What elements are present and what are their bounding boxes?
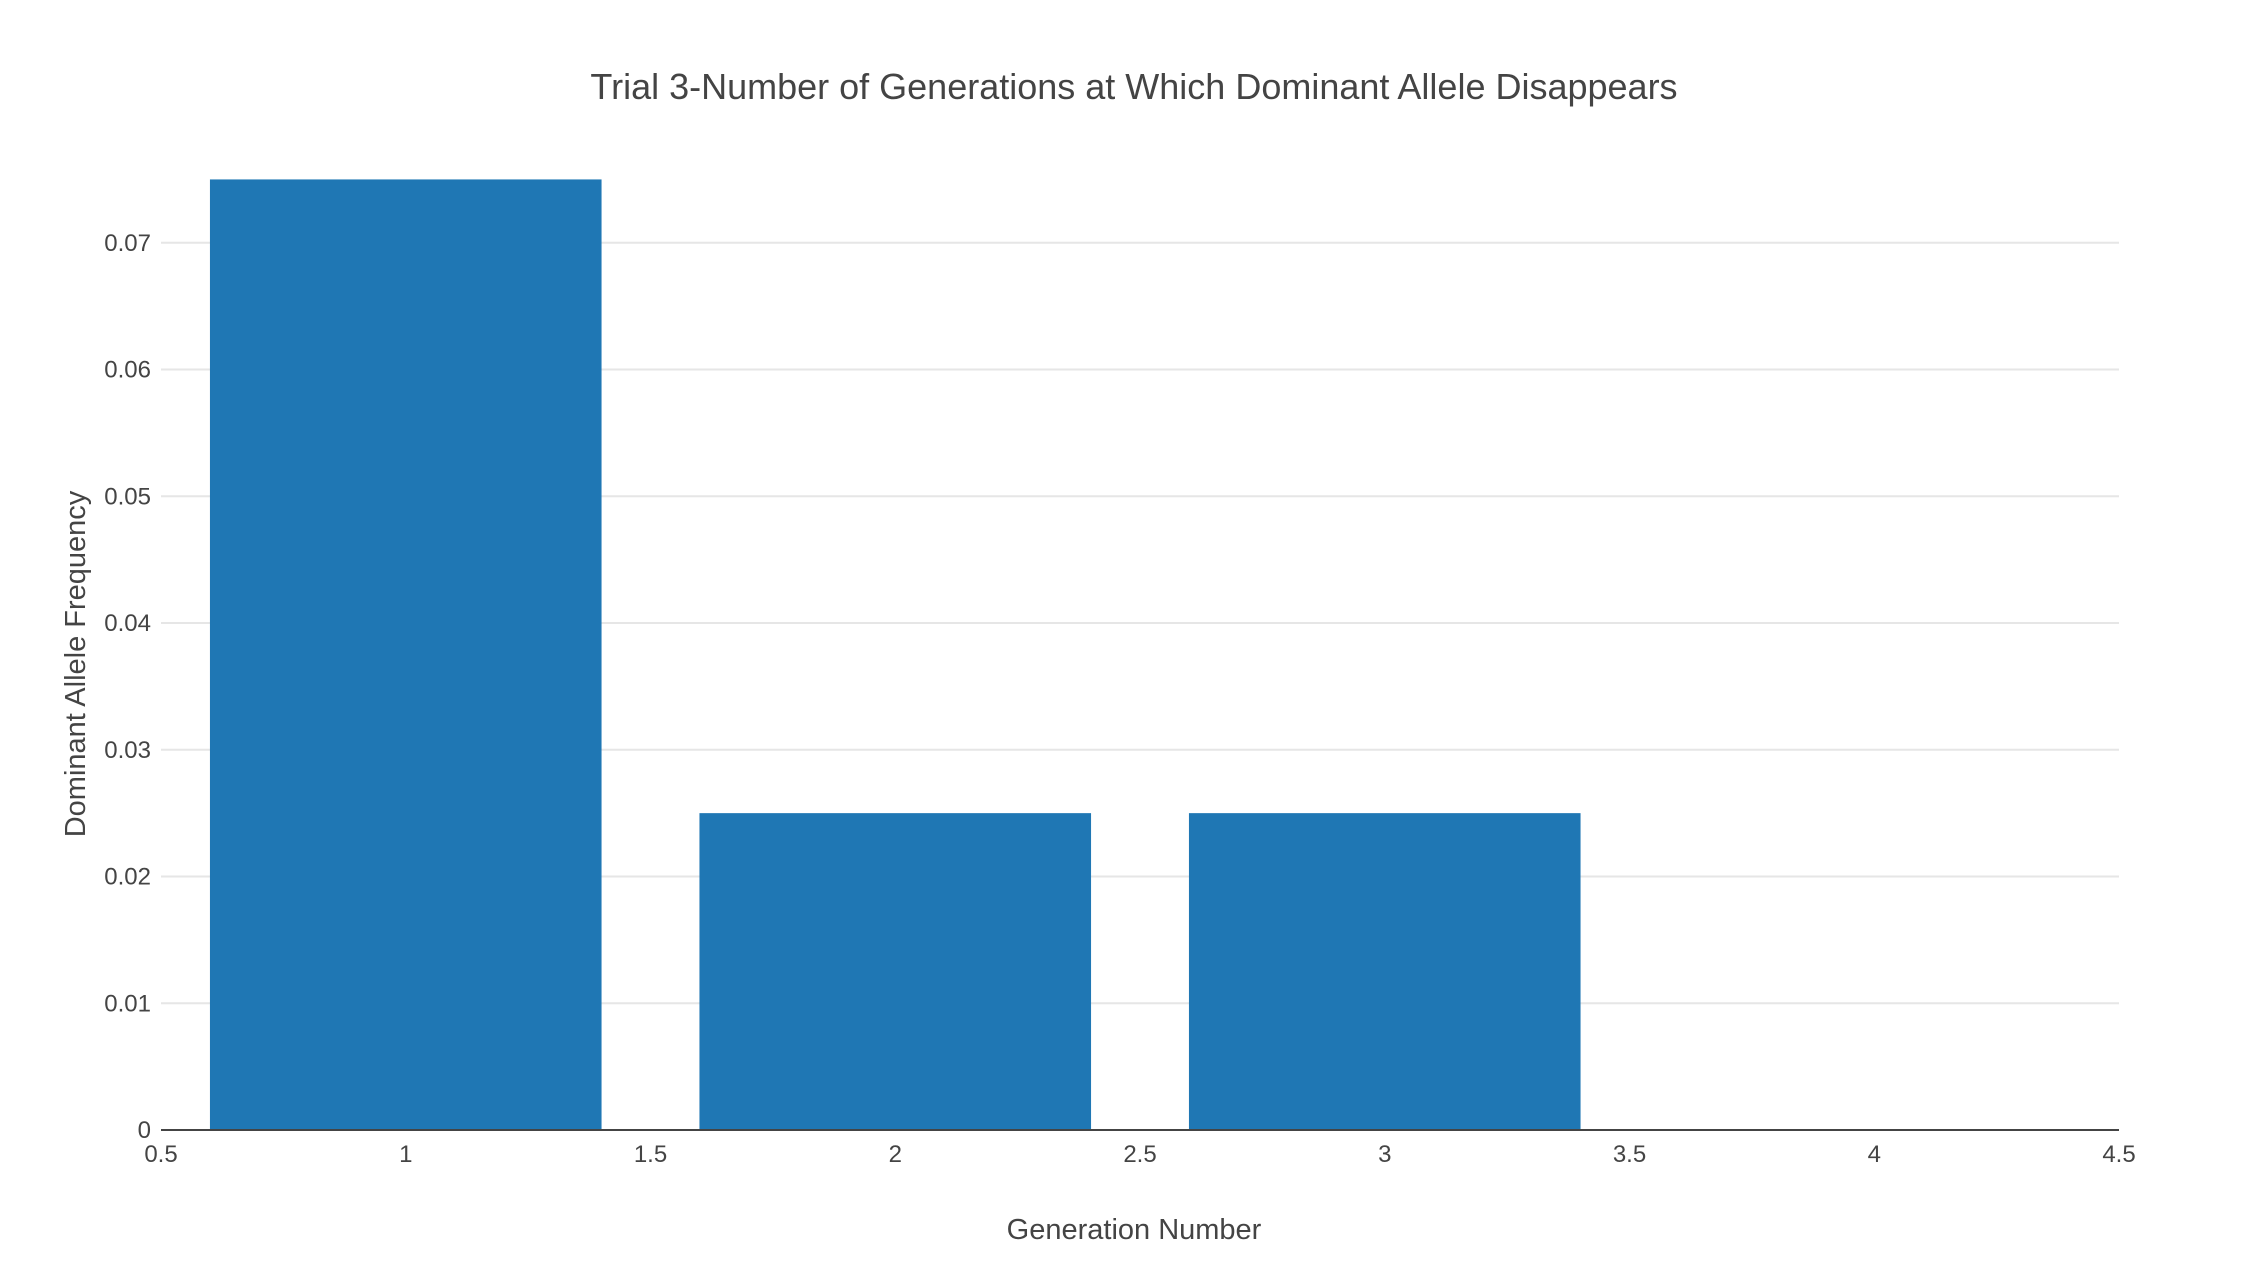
x-tick-label: 2.5 [1123, 1141, 1156, 1168]
x-tick-label: 0.5 [144, 1141, 177, 1168]
x-tick-label: 1.5 [634, 1141, 667, 1168]
x-tick-label: 2 [889, 1141, 902, 1168]
bars [209, 179, 1581, 1130]
y-tick-label: 0 [138, 1117, 151, 1144]
chart-title: Trial 3-Number of Generations at Which D… [590, 66, 1677, 107]
x-axis-title: Generation Number [1007, 1214, 1262, 1246]
x-tick-label: 3.5 [1613, 1141, 1646, 1168]
y-tick-label: 0.06 [104, 357, 151, 384]
y-axis-title: Dominant Allele Frequency [60, 490, 92, 837]
bar [1188, 813, 1581, 1130]
tick-labels: 0 0.01 0.02 0.03 0.04 0.05 0.06 0.07 0.5 1 1.5 2 2.5… [104, 230, 2135, 1168]
x-tick-label: 1 [399, 1141, 412, 1168]
y-tick-label: 0.05 [104, 483, 151, 510]
y-tick-label: 0.07 [104, 230, 151, 257]
x-tick-label: 4.5 [2102, 1141, 2135, 1168]
y-tick-label: 0.04 [104, 610, 151, 637]
x-tick-label: 4 [1868, 1141, 1881, 1168]
y-tick-label: 0.03 [104, 737, 151, 764]
y-tick-label: 0.02 [104, 864, 151, 891]
x-tick-label: 3 [1378, 1141, 1391, 1168]
bar [209, 179, 602, 1130]
bar [699, 813, 1092, 1130]
y-tick-label: 0.01 [104, 990, 151, 1017]
